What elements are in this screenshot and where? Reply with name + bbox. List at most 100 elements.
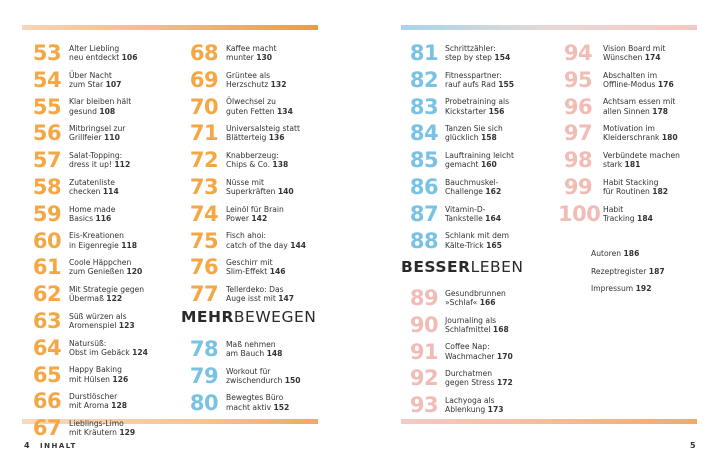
toc-entry-text: Vitamin-D- Tankstelle 164 [445,205,501,223]
toc-entry: 81 Schrittzähler: step by step 154 [408,41,514,65]
toc-entry: 53 Alter Liebling neu entdeckt 106 [30,41,148,65]
toc-entry-title: Leinöl für Brain Power [226,204,284,223]
toc-entry: 74 Leinöl für Brain Power 142 [187,202,306,226]
toc-entry-title: Knabberzeug: Chips & Co. [226,150,279,170]
toc-entry-page: 146 [269,267,286,277]
toc-entry: 58 Zutatenliste checken 114 [30,175,148,199]
toc-entry-page: 142 [251,213,268,223]
toc-entry-page: 166 [479,298,496,307]
toc-column-1: 53 Alter Liebling neu entdeckt 106 54 Über … [30,41,148,443]
toc-entry: 93 Lachyoga als Ablenkung 173 [408,393,513,417]
section-title-light: LEBEN [470,258,524,276]
toc-entry-page: 174 [644,53,661,62]
toc-entry: 70 Ölwechsel zu guten Fetten 134 [187,95,306,119]
toc-entry-number: 54 [32,67,62,92]
toc-entry-text: Abschalten im Offline-Modus 176 [603,71,674,89]
toc-entry-page: 178 [652,106,669,116]
toc-entry-number: 61 [32,255,62,280]
toc-entry: 82 Fitnesspartner: rauf aufs Rad 155 [408,68,514,92]
page-number-left: 4 [24,441,30,450]
toc-entry-page: 181 [624,160,641,170]
toc-entry-title: Probetraining als Kickstarter [445,97,510,116]
toc-entry-title: Coole Häppchen zum Genießen [69,258,132,277]
toc-entry-page: 144 [290,240,307,250]
toc-entry-page: 122 [106,294,123,304]
toc-extra-impressum: Impressum 192 [591,284,652,293]
toc-entry-page: 155 [498,79,515,89]
extra-page: 186 [623,249,640,258]
toc-entry-page: 132 [270,79,287,89]
toc-entry: 80 Bewegtes Büro macht aktiv 152 [187,391,301,415]
toc-entry-text: Alter Liebling neu entdeckt 106 [69,44,138,62]
toc-entry-page: 152 [273,402,290,412]
toc-entry-title: Kaffee macht munter [226,43,277,62]
bottom-color-bar-left [22,419,318,424]
toc-entry-number: 80 [189,390,219,415]
toc-entry-number: 82 [409,67,439,92]
toc-entry-page: 165 [486,240,502,250]
toc-entry: 100 Habit Tracking 184 [558,202,680,226]
toc-entry-text: Kaffee macht munter 130 [226,44,277,62]
page-number-right: 5 [690,441,696,450]
toc-entry-number: 93 [409,393,439,418]
toc-entry-page: 130 [256,53,273,62]
toc-entry-title: Bauchmuskel- Challenge [445,177,499,196]
toc-entry-text: Durstlöscher mit Aroma 128 [69,392,127,410]
toc-entry-number: 100 [558,201,601,226]
toc-entry: 94 Vision Board mit Wünschen 174 [558,41,680,65]
toc-entry-title: Lieblings-Limo mit Kräutern [69,418,124,438]
toc-entry-number: 86 [409,174,439,199]
toc-entry: 60 Eis-Kreationen in Eigenregie 118 [30,229,148,253]
toc-entry-text: Maß nehmen am Bauch 148 [226,340,282,358]
toc-entry-page: 180 [661,133,678,143]
toc-entry-title: Abschalten im Offline-Modus [603,70,658,89]
toc-entry-text: Mitbringsel zur Grillfeier 110 [69,124,125,142]
bottom-color-bar-right [401,419,697,424]
toc-entry-page: 150 [284,375,301,385]
toc-entry-text: Klar bleiben hält gesund 108 [69,97,131,115]
toc-entry-title: Habit Stacking für Routinen [603,177,659,196]
toc-entry-number: 81 [409,41,439,65]
toc-entry-title: Salat-Topping: dress it up! [69,150,123,170]
toc-entry-text: Tanzen Sie sich glücklich 158 [445,124,503,142]
toc-entry-number: 77 [189,282,219,307]
toc-entry-page: 156 [488,106,505,116]
toc-entry: 88 Schlank mit dem Kälte-Trick 165 [408,229,514,253]
toc-column-3: 81 Schrittzähler: step by step 154 82 Fitne… [408,41,514,255]
toc-entry-text: Süß würzen als Aromenspiel 123 [69,312,135,330]
toc-entry: 72 Knabberzeug: Chips & Co. 138 [187,148,306,172]
toc-entry-number: 72 [189,148,219,173]
toc-entry-text: Journaling als Schlafmittel 168 [445,316,509,334]
toc-entry-page: 123 [118,320,135,330]
toc-entry-title: Happy Baking mit Hülsen [69,365,122,384]
toc-entry-number: 78 [189,337,219,361]
toc-entry-number: 65 [32,362,62,387]
top-color-bar-right [401,25,697,30]
toc-entry-page: 162 [485,186,502,196]
toc-entry: 77 Tellerdeko: Das Auge isst mit 147 [187,282,306,306]
extra-page: 187 [648,267,665,276]
toc-entry-title: Bewegtes Büro macht aktiv [226,393,284,412]
extra-label: Rezeptregister [591,267,647,276]
toc-entry: 87 Vitamin-D- Tankstelle 164 [408,202,514,226]
toc-entry-text: Grüntee als Herzschutz 132 [226,71,287,89]
toc-entry: 92 Durchatmen gegen Stress 172 [408,366,513,390]
toc-entry-text: Bewegtes Büro macht aktiv 152 [226,393,289,411]
toc-entry: 85 Lauftraining leicht gemacht 160 [408,148,514,172]
toc-entry-number: 83 [409,94,439,119]
toc-entry-number: 64 [32,335,62,360]
toc-entry-title: Vitamin-D- Tankstelle [445,204,486,223]
extra-label: Autoren [591,249,622,258]
section-title-mehr-bewegen: MEHRBEWEGEN [181,308,316,326]
toc-entry-page: 182 [652,186,669,196]
toc-entry-page: 120 [126,267,143,277]
toc-entry-page: 118 [121,240,138,250]
toc-entry-page: 164 [485,213,502,223]
toc-entry-text: Ölwechsel zu guten Fetten 134 [226,97,293,115]
toc-entry-page: 134 [277,106,293,116]
toc-entry-page: 126 [112,374,129,384]
toc-entry-text: Tellerdeko: Das Auge isst mit 147 [226,285,294,303]
toc-entry-text: Knabberzeug: Chips & Co. 138 [226,151,288,169]
toc-entry-title: Workout für zwischendurch [226,366,283,385]
